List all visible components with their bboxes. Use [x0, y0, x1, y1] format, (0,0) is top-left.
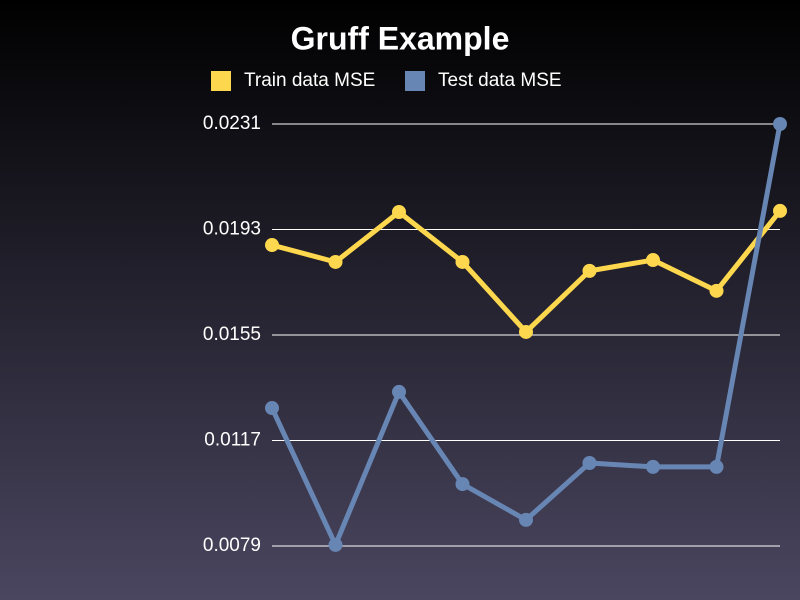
data-point [582, 263, 597, 278]
data-point [328, 254, 343, 269]
data-point [265, 401, 279, 416]
data-point [773, 117, 787, 131]
data-point [582, 455, 597, 470]
data-point [646, 459, 660, 474]
y-tick-label: 0.0117 [204, 430, 261, 451]
legend-swatch [211, 71, 231, 91]
y-tick-label: 0.0079 [203, 535, 261, 556]
legend-label: Train data MSE [244, 70, 375, 91]
data-point [773, 203, 787, 218]
legend-swatch [405, 71, 425, 91]
y-tick-label: 0.0155 [203, 324, 261, 345]
data-point [646, 253, 660, 268]
y-tick-label: 0.0193 [203, 219, 261, 240]
data-point [328, 537, 343, 552]
y-tick-label: 0.0231 [203, 113, 261, 134]
chart-title: Gruff Example [291, 20, 510, 56]
data-point [519, 512, 533, 527]
data-point [265, 238, 279, 253]
data-point [709, 283, 724, 298]
data-point [455, 254, 470, 269]
data-point [455, 477, 470, 492]
data-point [392, 205, 406, 220]
data-point [392, 384, 406, 399]
data-point [709, 459, 724, 474]
data-point [519, 324, 533, 339]
legend-label: Test data MSE [438, 70, 562, 91]
